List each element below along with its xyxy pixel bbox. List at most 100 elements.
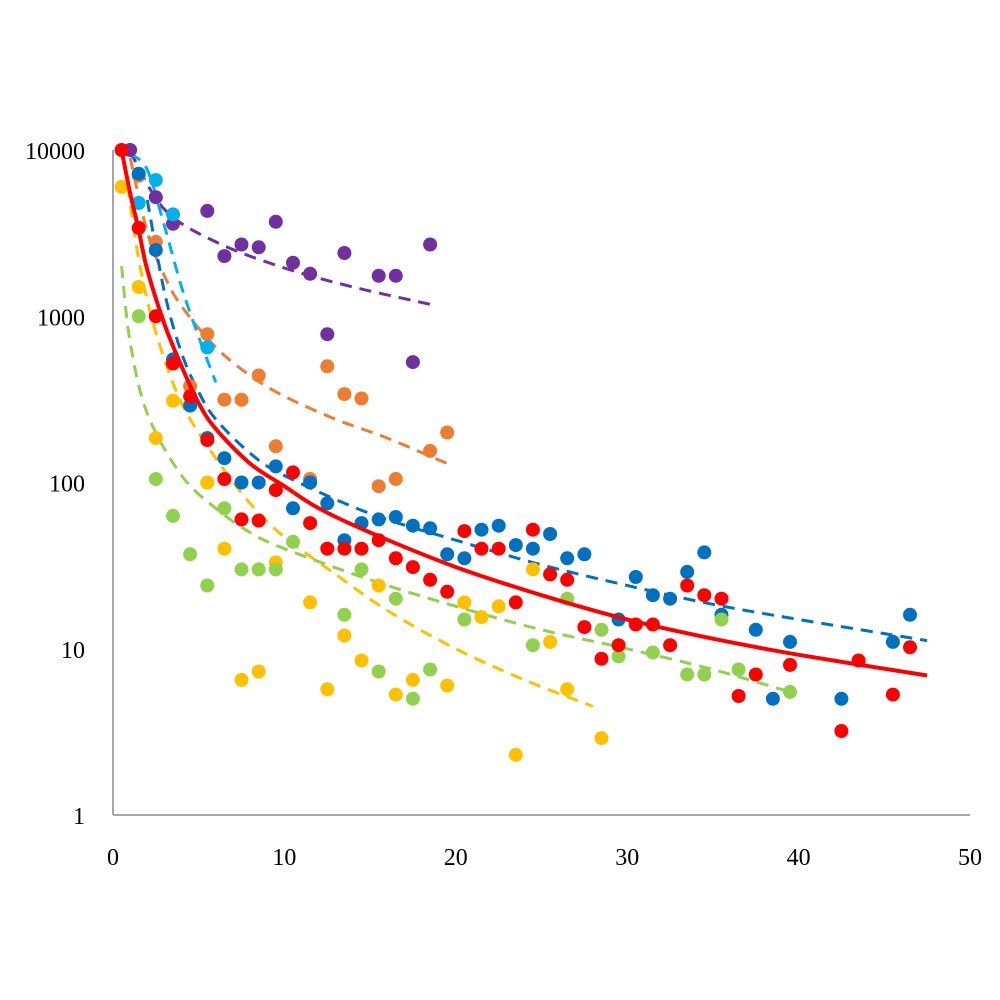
data-point <box>697 545 712 560</box>
data-point <box>405 691 420 706</box>
data-point <box>268 562 283 577</box>
data-point <box>577 547 592 562</box>
data-point <box>560 682 575 697</box>
data-point <box>371 578 386 593</box>
x-tick-label: 30 <box>615 845 639 871</box>
data-point <box>440 425 455 440</box>
data-point <box>286 501 300 516</box>
data-point <box>166 207 180 222</box>
data-point <box>371 479 386 494</box>
data-point <box>131 166 146 181</box>
trend-line <box>119 149 928 678</box>
data-point <box>405 355 420 370</box>
data-point <box>320 541 335 556</box>
data-point <box>714 612 729 627</box>
data-point <box>474 541 489 556</box>
data-point <box>474 610 489 625</box>
data-point <box>337 246 352 260</box>
data-point <box>217 451 232 466</box>
data-point <box>303 516 318 531</box>
data-point <box>783 684 797 699</box>
data-point <box>131 280 146 294</box>
data-point <box>697 667 712 682</box>
data-point <box>663 638 678 653</box>
data-point <box>525 541 540 556</box>
data-point <box>594 651 609 666</box>
data-point <box>251 664 266 679</box>
data-point <box>166 393 180 408</box>
data-point <box>200 578 215 593</box>
y-tick-label: 100 <box>49 472 85 498</box>
data-point <box>525 522 540 537</box>
data-point <box>457 524 472 539</box>
data-point <box>148 190 163 205</box>
data-point <box>457 612 472 627</box>
data-point <box>474 522 489 537</box>
data-point <box>663 591 678 606</box>
data-point <box>234 512 249 527</box>
x-tick-label: 40 <box>787 845 811 871</box>
data-point <box>388 687 403 702</box>
tick-labels: 0 10 20 30 40 50 1 10 100 1000 10000 <box>25 139 982 871</box>
data-point <box>834 724 849 738</box>
data-point <box>354 391 369 406</box>
data-point <box>543 527 558 541</box>
data-point <box>731 662 746 677</box>
data-point <box>200 433 215 448</box>
data-point <box>354 541 369 556</box>
data-point <box>834 691 849 706</box>
trend-line <box>145 199 928 643</box>
data-point <box>268 459 283 474</box>
data-point <box>491 599 506 614</box>
data-point <box>457 595 472 610</box>
data-point <box>731 689 746 703</box>
data-point <box>508 747 523 762</box>
x-tick-label: 50 <box>958 845 982 871</box>
data-point <box>577 620 592 635</box>
data-point <box>320 359 335 374</box>
data-point <box>423 662 438 677</box>
data-point <box>508 595 523 610</box>
data-point <box>268 214 283 229</box>
data-point <box>371 512 386 527</box>
trend-line <box>129 152 218 383</box>
data-point <box>388 551 403 566</box>
data-point <box>200 475 215 490</box>
data-point <box>286 255 300 270</box>
data-point <box>217 249 232 264</box>
data-point <box>594 731 609 746</box>
data-point <box>611 638 626 653</box>
data-point <box>371 268 386 283</box>
data-point <box>337 541 352 556</box>
data-point <box>286 534 300 549</box>
data-point <box>765 691 780 706</box>
data-point <box>234 392 249 407</box>
data-point <box>354 653 369 668</box>
data-point <box>491 518 506 533</box>
trend-line <box>120 266 791 694</box>
data-point <box>371 664 386 679</box>
data-point <box>183 547 198 562</box>
data-point <box>234 237 249 252</box>
data-point <box>166 356 180 371</box>
data-point <box>268 439 283 454</box>
data-point <box>251 562 266 577</box>
data-point <box>440 547 455 562</box>
data-point <box>748 667 763 682</box>
data-point <box>388 591 403 606</box>
data-point <box>217 541 232 556</box>
data-point <box>525 562 540 577</box>
axes <box>112 150 970 816</box>
data-point <box>217 472 232 486</box>
data-point <box>114 179 129 194</box>
data-point <box>200 340 215 355</box>
data-point <box>508 538 523 553</box>
data-point <box>337 628 352 643</box>
data-point <box>714 591 729 606</box>
data-point <box>388 472 403 486</box>
data-point <box>405 560 420 575</box>
x-tick-label: 0 <box>107 845 119 871</box>
trend-line <box>128 150 431 306</box>
trend-line <box>123 165 594 708</box>
data-point <box>594 622 609 637</box>
